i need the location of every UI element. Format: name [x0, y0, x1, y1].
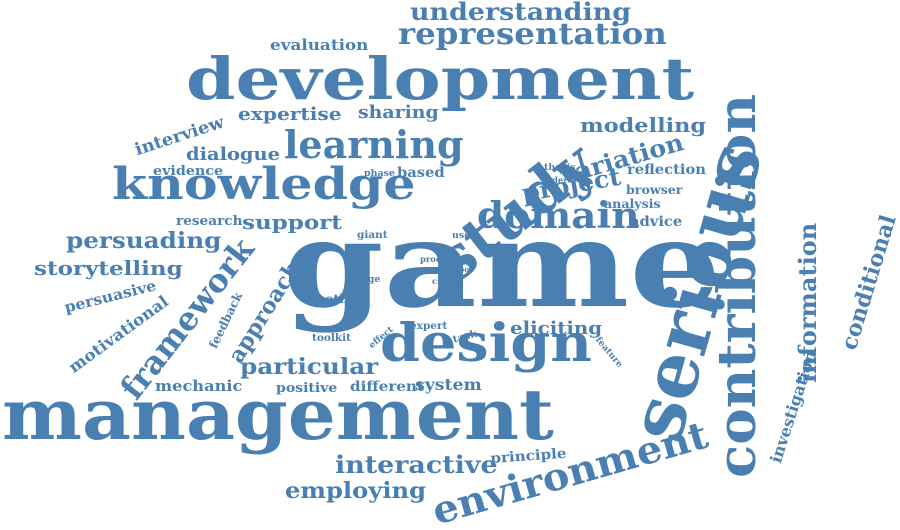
- word-contribution: contribution: [707, 93, 768, 479]
- word-based: based: [397, 165, 445, 181]
- word-advice: advice: [630, 214, 683, 230]
- word-order: order: [542, 175, 568, 185]
- word-particular: particular: [240, 354, 379, 380]
- word-more: more: [576, 241, 601, 251]
- word-final: final: [456, 256, 475, 265]
- word-thesis: thesis: [544, 163, 576, 173]
- word-interactive: interactive: [335, 450, 498, 479]
- word-proc: proc: [420, 254, 442, 264]
- word-system: system: [415, 375, 482, 394]
- word-development: development: [186, 45, 695, 113]
- word-feature: feature: [593, 335, 625, 370]
- word-modelling: modelling: [580, 113, 707, 137]
- word-different: different: [350, 379, 424, 395]
- word-persuading: persuading: [66, 228, 222, 254]
- word-reflection: reflection: [627, 162, 706, 178]
- word-sharing: sharing: [358, 102, 439, 123]
- word-storytelling: storytelling: [34, 256, 183, 280]
- word-conditional: conditional: [836, 211, 900, 354]
- word-class: class: [432, 276, 456, 286]
- word-domain: domain: [477, 195, 640, 237]
- word-mechanic: mechanic: [155, 377, 243, 395]
- word-stage: stage: [352, 275, 381, 285]
- word-representation: representation: [398, 17, 667, 52]
- word-toolkit: toolkit: [312, 333, 351, 344]
- word-support: support: [242, 210, 342, 234]
- word-game: game: [283, 194, 721, 335]
- word-expertise: expertise: [238, 104, 342, 125]
- word-analysis: analysis: [604, 197, 661, 211]
- word-employing: employing: [285, 478, 427, 504]
- word-evidence: evidence: [153, 164, 224, 179]
- word-eliciting: eliciting: [510, 318, 603, 339]
- word-giant: giant: [357, 230, 388, 241]
- word-need: need: [420, 265, 443, 275]
- word-variation: variation: [557, 127, 687, 190]
- word-method: method: [312, 292, 366, 306]
- word-understanding: understanding: [410, 0, 632, 26]
- word-evaluation: evaluation: [270, 36, 369, 54]
- word-learning: learning: [284, 122, 464, 167]
- word-expert: expert: [410, 321, 448, 332]
- word-user: user: [452, 231, 476, 241]
- word-dialogue: dialogue: [186, 144, 281, 165]
- word-research: research: [176, 214, 243, 229]
- word-knowledge: knowledge: [112, 159, 416, 210]
- word-design: design: [380, 313, 592, 374]
- word-tool: tool: [456, 265, 472, 274]
- word-management: management: [2, 373, 554, 456]
- word-phase: phase: [364, 169, 395, 179]
- word-browser: browser: [626, 183, 683, 197]
- word-positive: positive: [276, 381, 338, 396]
